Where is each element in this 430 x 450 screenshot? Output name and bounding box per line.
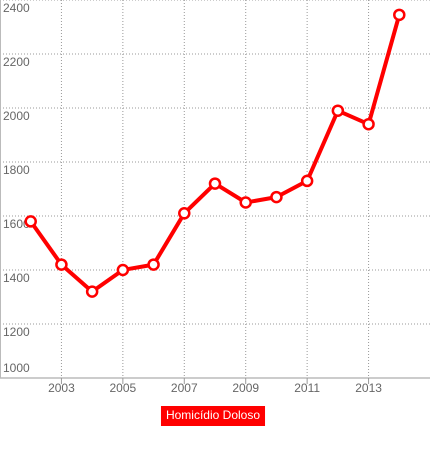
x-tick-label: 2005	[110, 381, 137, 395]
x-tick-label: 2011	[294, 381, 320, 395]
data-point	[85, 285, 99, 298]
legend-box	[160, 406, 266, 426]
data-point	[24, 215, 37, 228]
data-point	[239, 196, 252, 209]
y-tick-label: 1600	[3, 217, 30, 231]
y-tick-label: 2400	[3, 1, 30, 15]
y-tick-label: 2200	[3, 55, 30, 69]
x-tick-label: 2009	[232, 381, 259, 395]
x-tick-label: 2013	[355, 381, 382, 395]
legend-label: Homicídio Doloso	[166, 408, 260, 422]
legend-item: Homicídio Doloso	[160, 406, 266, 426]
y-tick-label: 1400	[3, 271, 30, 285]
data-point	[300, 174, 314, 188]
data-point	[55, 258, 68, 271]
y-tick-label: 1200	[3, 325, 30, 339]
data-point	[331, 104, 345, 117]
y-tick-label: 1000	[3, 361, 30, 375]
y-tick-label: 1800	[3, 163, 30, 177]
x-tick-label: 2003	[48, 381, 75, 395]
data-point	[178, 207, 191, 220]
data-point	[270, 190, 283, 204]
data-point	[208, 177, 222, 190]
data-point	[147, 258, 160, 271]
data-point	[362, 117, 375, 131]
series-line	[29, 14, 402, 294]
y-tick-label: 2000	[3, 109, 30, 123]
x-tick-label: 2007	[171, 381, 198, 395]
data-point	[393, 8, 406, 22]
data-point	[116, 263, 130, 277]
